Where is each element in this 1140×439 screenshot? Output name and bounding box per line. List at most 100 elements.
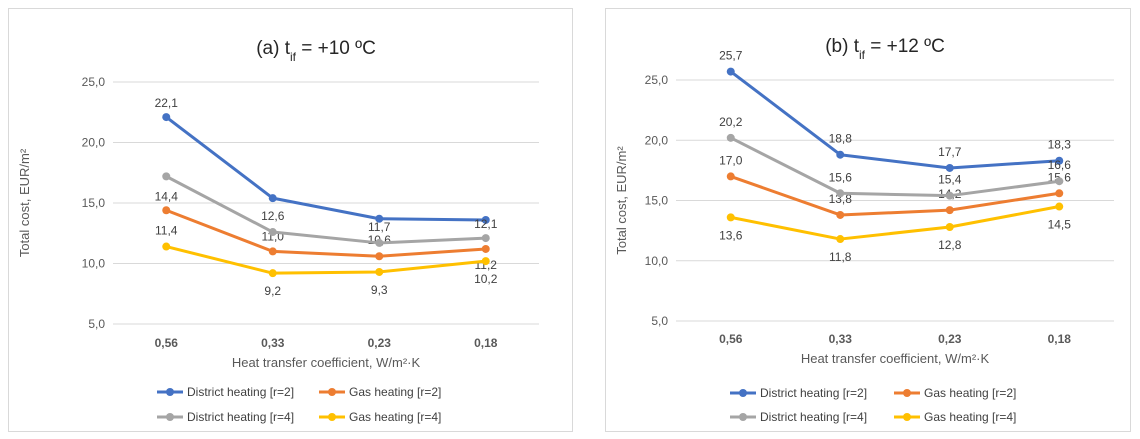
- series-line: [730, 174, 1060, 217]
- line-chart-b: (b) tif = +12 ºC 5,0 10,0 15,0 20,0 25,0 0,56 0…: [614, 36, 1114, 424]
- data-point: [945, 191, 954, 200]
- y-tick-label: 10,0: [82, 257, 106, 271]
- data-label: 11,7: [368, 220, 391, 234]
- x-axis-label: Heat transfer coefficient, W/m²·K: [232, 355, 421, 370]
- data-label: 9,3: [371, 283, 388, 297]
- data-label: 17,0: [719, 153, 743, 167]
- data-point: [481, 244, 490, 253]
- legend-marker: [903, 413, 911, 421]
- data-label: 22,1: [155, 96, 179, 110]
- legend-label: Gas heating [r=4]: [924, 410, 1016, 424]
- data-point: [375, 214, 384, 223]
- legend-label: Gas heating [r=4]: [349, 410, 441, 424]
- y-tick-label: 25,0: [82, 75, 106, 89]
- legend-label: District heating [r=4]: [187, 410, 294, 424]
- x-axis-label: Heat transfer coefficient, W/m²·K: [801, 351, 990, 366]
- legend-item: Gas heating [r=4]: [319, 410, 441, 424]
- legend-marker: [739, 389, 747, 397]
- data-point: [1055, 156, 1064, 165]
- data-point: [162, 113, 171, 122]
- data-label: 12,6: [261, 209, 285, 223]
- data-label: 17,7: [938, 145, 962, 159]
- series-line: [165, 115, 486, 222]
- legend-item: District heating [r=4]: [157, 410, 294, 424]
- data-label: 18,8: [829, 132, 853, 146]
- legend-label: Gas heating [r=2]: [924, 386, 1016, 400]
- x-tick-label: 0,33: [261, 336, 285, 350]
- legend-label: District heating [r=2]: [760, 386, 867, 400]
- chart-panel-b: (b) tif = +12 ºC 5,0 10,0 15,0 20,0 25,0 0,56 0…: [605, 8, 1131, 432]
- legend-label: Gas heating [r=2]: [349, 385, 441, 399]
- data-point: [375, 267, 384, 276]
- legend-item: District heating [r=2]: [157, 385, 294, 399]
- data-point: [1055, 189, 1064, 198]
- data-label: 15,6: [829, 170, 853, 184]
- data-label: 15,4: [938, 173, 962, 187]
- legend-marker: [166, 388, 174, 396]
- series-line: [730, 136, 1060, 198]
- chart-panel-a: (a) tif = +10 ºC 5,0 10,0 15,0 20,0 25,0 0,56 0…: [8, 8, 573, 432]
- y-tick-label: 25,0: [645, 73, 669, 87]
- data-point: [836, 210, 845, 219]
- data-label: 25,7: [719, 49, 743, 63]
- legend-item: District heating [r=4]: [730, 410, 867, 424]
- data-point: [726, 133, 735, 142]
- legend-label: District heating [r=4]: [760, 410, 867, 424]
- data-point: [726, 213, 735, 222]
- y-tick-label: 5,0: [88, 317, 105, 331]
- data-label: 10,2: [474, 272, 498, 286]
- data-point: [945, 206, 954, 215]
- legend-marker: [166, 413, 174, 421]
- series-line: [165, 245, 486, 275]
- data-point: [481, 215, 490, 224]
- data-point: [268, 247, 277, 256]
- y-tick-label: 20,0: [82, 136, 106, 150]
- legend-item: Gas heating [r=2]: [894, 386, 1016, 400]
- series-line: [729, 70, 1060, 170]
- legend-item: District heating [r=2]: [730, 386, 867, 400]
- data-point: [268, 194, 277, 203]
- legend-item: Gas heating [r=2]: [319, 385, 441, 399]
- x-tick-label: 0,33: [829, 332, 853, 346]
- x-tick-label: 0,23: [368, 336, 392, 350]
- x-tick-label: 0,18: [1048, 332, 1072, 346]
- data-point: [481, 257, 490, 266]
- data-label: 11,4: [155, 224, 178, 238]
- legend-marker: [903, 389, 911, 397]
- y-tick-label: 15,0: [645, 194, 669, 208]
- line-chart-a: (a) tif = +10 ºC 5,0 10,0 15,0 20,0 25,0 0,56 0…: [17, 38, 539, 424]
- data-point: [945, 223, 954, 232]
- data-label: 14,5: [1048, 218, 1072, 232]
- legend-marker: [328, 388, 336, 396]
- y-axis-label: Total cost, EUR/m²: [614, 146, 629, 255]
- x-tick-label: 0,56: [719, 332, 743, 346]
- data-point: [945, 163, 954, 172]
- data-point: [375, 238, 384, 247]
- y-tick-label: 20,0: [645, 133, 669, 147]
- data-label: 12,1: [474, 217, 498, 231]
- chart-title: (b) tif = +12 ºC: [825, 36, 945, 62]
- x-tick-label: 0,56: [155, 336, 179, 350]
- data-point: [162, 242, 171, 251]
- data-point: [268, 269, 277, 278]
- data-point: [162, 206, 171, 215]
- data-label: 18,3: [1048, 138, 1072, 152]
- data-label: 13,6: [719, 228, 743, 242]
- data-label: 13,8: [829, 192, 853, 206]
- legend-label: District heating [r=2]: [187, 385, 294, 399]
- data-point: [726, 172, 735, 181]
- data-label: 12,8: [938, 238, 962, 252]
- data-point: [1055, 202, 1064, 211]
- x-tick-label: 0,18: [474, 336, 498, 350]
- data-point: [162, 172, 171, 181]
- y-tick-label: 10,0: [645, 254, 669, 268]
- data-label: 16,6: [1048, 158, 1072, 172]
- series-line: [730, 205, 1060, 241]
- data-point: [726, 67, 735, 76]
- data-point: [836, 235, 845, 244]
- y-tick-label: 5,0: [651, 314, 668, 328]
- data-label: 20,2: [719, 115, 743, 129]
- legend-item: Gas heating [r=4]: [894, 410, 1016, 424]
- series-line: [165, 175, 486, 245]
- chart-title: (a) tif = +10 ºC: [256, 38, 376, 64]
